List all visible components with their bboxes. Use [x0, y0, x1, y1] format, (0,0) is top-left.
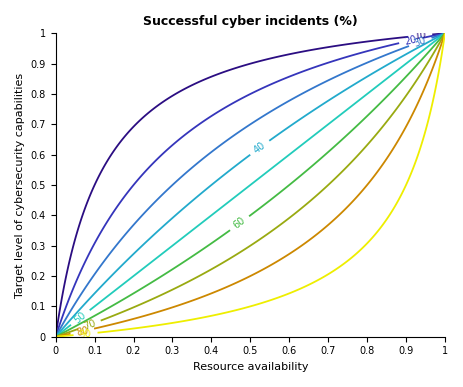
Y-axis label: Target level of cybersecurity capabilities: Target level of cybersecurity capabiliti…: [15, 72, 25, 298]
Text: 40: 40: [252, 140, 268, 156]
Text: 80: 80: [75, 325, 89, 337]
Title: Successful cyber incidents (%): Successful cyber incidents (%): [143, 15, 358, 28]
Text: 50: 50: [72, 310, 88, 325]
Text: 70: 70: [82, 318, 97, 332]
Text: 30: 30: [413, 35, 428, 49]
Text: 60: 60: [232, 216, 248, 231]
Text: 20: 20: [404, 34, 418, 47]
X-axis label: Resource availability: Resource availability: [193, 362, 308, 372]
Text: 90: 90: [79, 328, 92, 339]
Text: 10: 10: [413, 30, 427, 41]
